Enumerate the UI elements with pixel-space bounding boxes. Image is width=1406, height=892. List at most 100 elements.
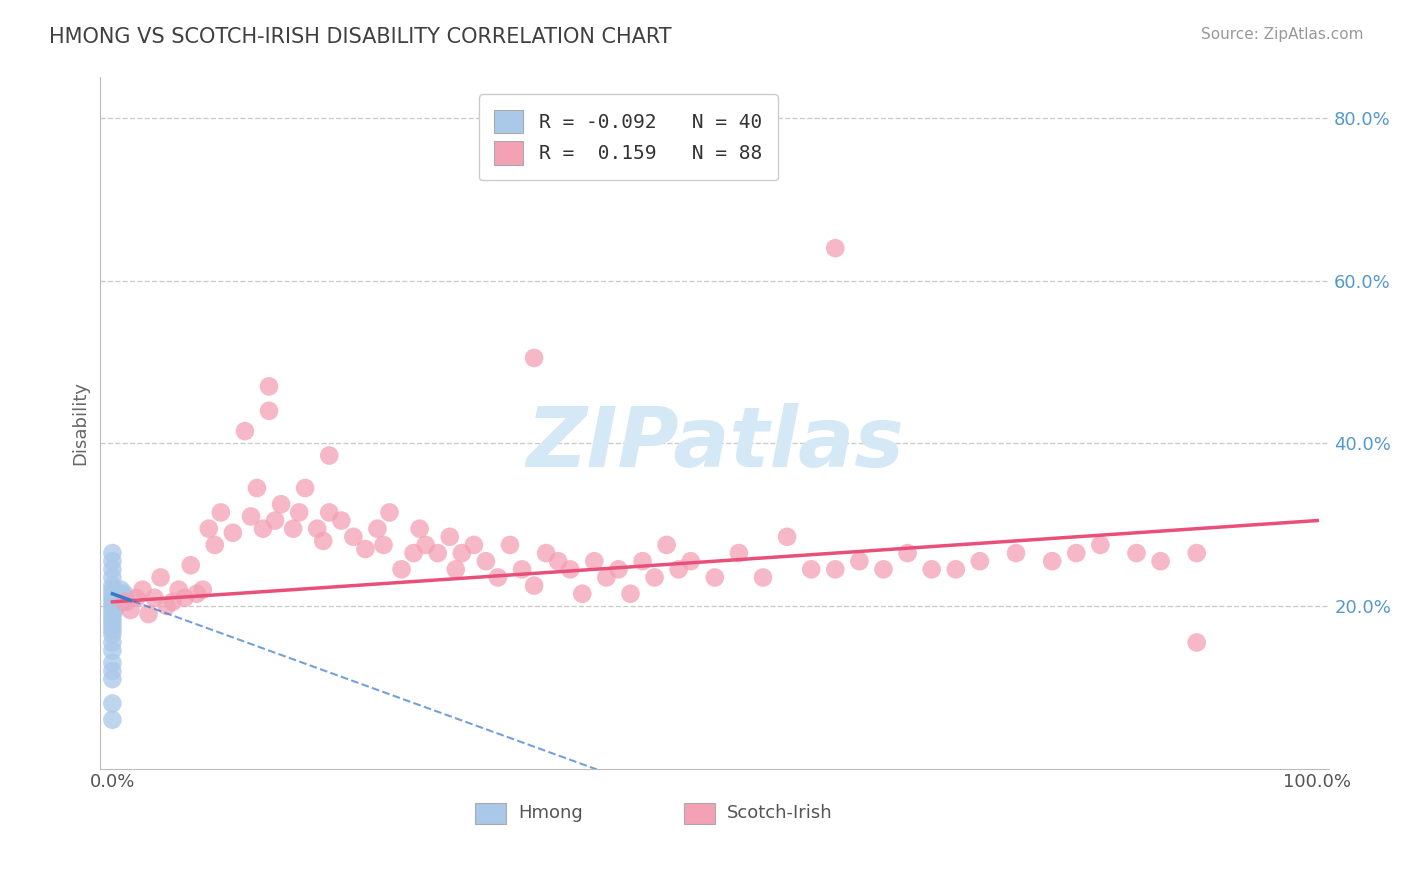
Point	[101, 635, 124, 649]
Point	[872, 562, 894, 576]
Point	[105, 591, 128, 605]
Point	[281, 522, 304, 536]
Point	[101, 624, 124, 638]
Point	[112, 595, 135, 609]
Point	[101, 554, 124, 568]
Point	[486, 570, 509, 584]
Point	[366, 522, 388, 536]
Point	[752, 570, 775, 584]
Point	[107, 587, 129, 601]
Point	[162, 595, 184, 609]
Point	[105, 595, 128, 609]
Point	[101, 546, 124, 560]
Point	[307, 522, 329, 536]
Point	[101, 591, 124, 605]
Point	[1040, 554, 1063, 568]
Point	[595, 570, 617, 584]
Point	[800, 562, 823, 576]
Point	[728, 546, 751, 560]
Point	[330, 514, 353, 528]
Point	[354, 541, 377, 556]
Point	[668, 562, 690, 576]
Point	[571, 587, 593, 601]
Point	[897, 546, 920, 560]
Point	[204, 538, 226, 552]
Point	[547, 554, 569, 568]
Point	[110, 587, 132, 601]
Point	[631, 554, 654, 568]
Point	[222, 525, 245, 540]
Point	[415, 538, 437, 552]
Point	[373, 538, 395, 552]
Point	[264, 514, 287, 528]
Point	[679, 554, 702, 568]
Point	[191, 582, 214, 597]
Point	[252, 522, 274, 536]
Point	[1149, 554, 1171, 568]
Point	[138, 607, 160, 621]
Point	[644, 570, 666, 584]
Point	[103, 591, 125, 605]
Point	[120, 603, 142, 617]
Point	[1090, 538, 1112, 552]
Point	[233, 424, 256, 438]
Point	[703, 570, 725, 584]
Point	[114, 587, 136, 601]
Point	[101, 595, 124, 609]
Point	[115, 595, 138, 609]
Point	[1064, 546, 1087, 560]
Text: ZIPatlas: ZIPatlas	[526, 403, 904, 484]
Point	[619, 587, 641, 601]
Point	[101, 713, 124, 727]
Point	[945, 562, 967, 576]
Point	[776, 530, 799, 544]
Point	[101, 587, 124, 601]
Point	[510, 562, 533, 576]
Point	[180, 558, 202, 573]
Point	[101, 570, 124, 584]
Point	[342, 530, 364, 544]
Point	[110, 582, 132, 597]
Point	[149, 570, 172, 584]
Text: Source: ZipAtlas.com: Source: ZipAtlas.com	[1201, 27, 1364, 42]
Point	[101, 672, 124, 686]
Point	[101, 643, 124, 657]
Point	[257, 379, 280, 393]
Point	[156, 599, 179, 613]
Point	[607, 562, 630, 576]
Text: HMONG VS SCOTCH-IRISH DISABILITY CORRELATION CHART: HMONG VS SCOTCH-IRISH DISABILITY CORRELA…	[49, 27, 672, 46]
Point	[475, 554, 498, 568]
Point	[101, 664, 124, 678]
Point	[312, 533, 335, 548]
Point	[101, 656, 124, 670]
Point	[583, 554, 606, 568]
Legend: R = -0.092   N = 40, R =  0.159   N = 88: R = -0.092 N = 40, R = 0.159 N = 88	[479, 94, 778, 180]
Point	[101, 607, 124, 621]
Point	[209, 505, 232, 519]
Point	[167, 582, 190, 597]
Point	[101, 578, 124, 592]
Point	[125, 591, 148, 605]
Point	[824, 241, 846, 255]
Text: Scotch-Irish: Scotch-Irish	[727, 805, 832, 822]
Point	[101, 582, 124, 597]
Point	[101, 627, 124, 641]
Point	[131, 582, 153, 597]
Point	[197, 522, 219, 536]
Point	[499, 538, 522, 552]
Point	[101, 697, 124, 711]
FancyBboxPatch shape	[475, 803, 506, 824]
Point	[294, 481, 316, 495]
Point	[114, 595, 136, 609]
Point	[523, 578, 546, 592]
FancyBboxPatch shape	[685, 803, 714, 824]
Point	[101, 562, 124, 576]
Text: Hmong: Hmong	[519, 805, 583, 822]
Point	[318, 449, 340, 463]
Point	[318, 505, 340, 519]
Point	[270, 497, 292, 511]
Point	[655, 538, 678, 552]
Point	[114, 591, 136, 605]
Point	[246, 481, 269, 495]
Point	[523, 351, 546, 365]
